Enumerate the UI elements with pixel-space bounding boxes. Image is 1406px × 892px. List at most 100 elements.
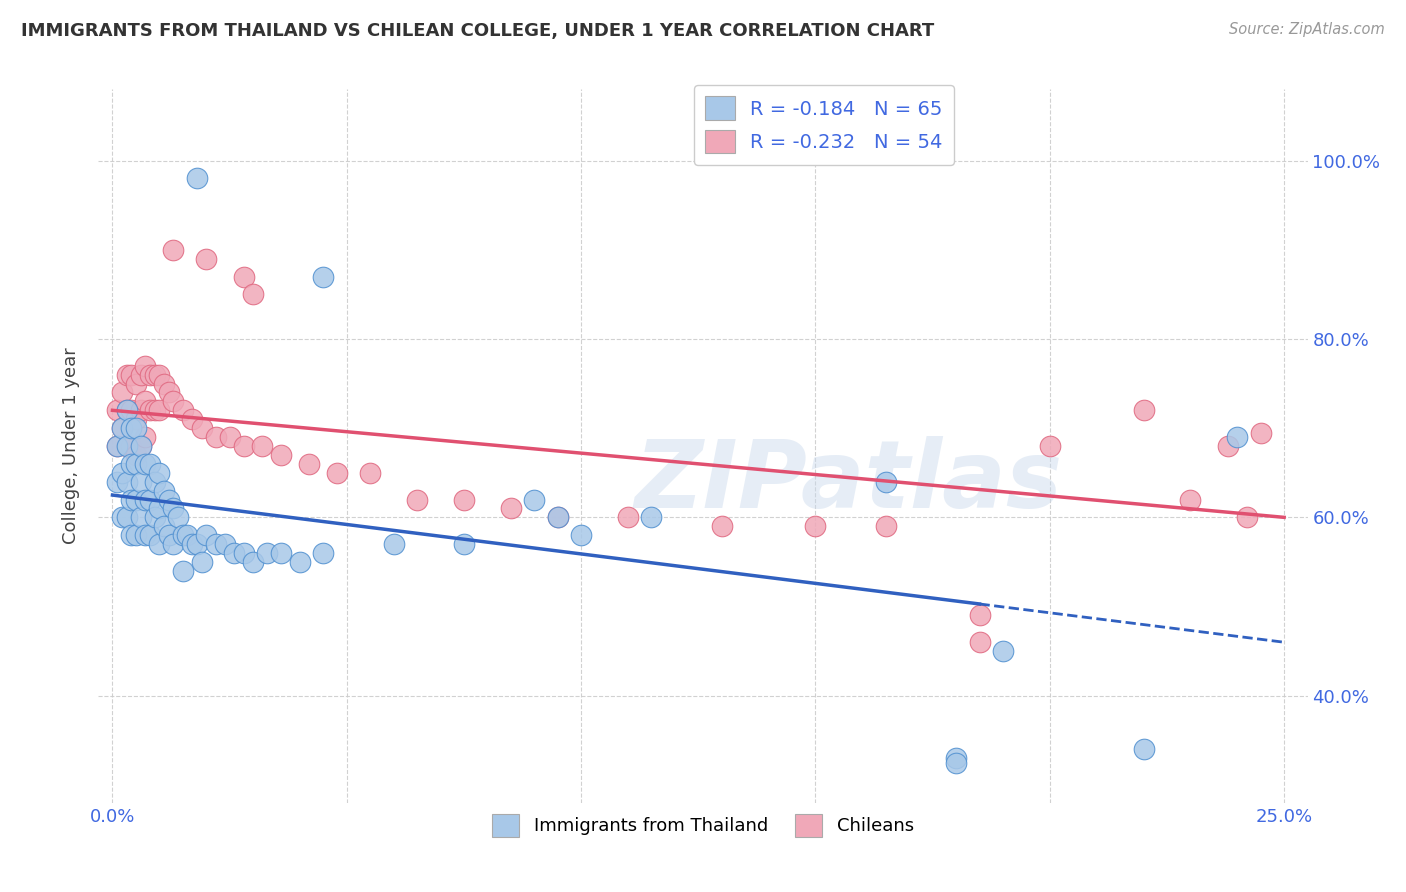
Point (120, 457, 142, 471)
Point (115, 403, 138, 417)
Point (945, 756, 967, 770)
Text: IMMIGRANTS FROM THAILAND VS CHILEAN COLLEGE, UNDER 1 YEAR CORRELATION CHART: IMMIGRANTS FROM THAILAND VS CHILEAN COLL… (21, 22, 935, 40)
Point (172, 403, 194, 417)
Point (115, 403, 138, 417)
Point (129, 510, 152, 524)
Point (157, 528, 180, 542)
Point (1216, 439, 1239, 453)
Point (945, 751, 967, 765)
Point (991, 644, 1014, 658)
Point (139, 403, 162, 417)
Point (129, 368, 152, 382)
Point (547, 510, 569, 524)
Point (453, 537, 475, 551)
Point (569, 528, 592, 542)
Point (120, 492, 142, 507)
Point (153, 483, 176, 498)
Point (115, 439, 138, 453)
Point (111, 421, 134, 435)
Point (232, 269, 254, 284)
Point (326, 466, 349, 480)
Point (148, 466, 170, 480)
Point (167, 510, 190, 524)
Point (139, 368, 162, 382)
Point (1226, 430, 1249, 444)
Point (120, 528, 142, 542)
Point (204, 430, 226, 444)
Point (105, 403, 128, 417)
Point (120, 368, 142, 382)
Point (143, 475, 166, 489)
Point (162, 537, 184, 551)
Point (242, 287, 264, 301)
Point (120, 421, 142, 435)
Point (148, 368, 170, 382)
Point (143, 510, 166, 524)
Point (523, 492, 546, 507)
Point (134, 359, 156, 373)
Point (640, 510, 662, 524)
Point (115, 510, 138, 524)
Point (148, 501, 170, 516)
Point (157, 492, 180, 507)
Point (1039, 439, 1062, 453)
Point (125, 412, 148, 426)
Point (143, 368, 166, 382)
Point (1132, 403, 1154, 417)
Point (129, 439, 152, 453)
Point (875, 519, 897, 533)
Point (111, 421, 134, 435)
Point (406, 492, 429, 507)
Point (181, 537, 204, 551)
Point (148, 537, 170, 551)
Point (969, 608, 991, 623)
Point (148, 403, 170, 417)
Point (125, 448, 148, 462)
Point (143, 403, 166, 417)
Point (129, 403, 152, 417)
Point (125, 457, 148, 471)
Point (1236, 510, 1258, 524)
Point (120, 403, 142, 417)
Point (134, 430, 156, 444)
Point (218, 430, 240, 444)
Point (499, 501, 522, 516)
Point (204, 537, 226, 551)
Point (288, 555, 311, 569)
Point (111, 510, 134, 524)
Point (134, 528, 156, 542)
Point (111, 385, 134, 400)
Point (129, 439, 152, 453)
Legend: Immigrants from Thailand, Chileans: Immigrants from Thailand, Chileans (485, 807, 921, 844)
Point (172, 528, 194, 542)
Point (312, 269, 335, 284)
Point (232, 546, 254, 560)
Point (115, 368, 138, 382)
Point (181, 412, 204, 426)
Point (105, 439, 128, 453)
Point (111, 466, 134, 480)
Point (710, 519, 733, 533)
Point (153, 519, 176, 533)
Point (969, 635, 991, 649)
Point (190, 421, 212, 435)
Point (186, 537, 208, 551)
Point (195, 252, 218, 266)
Point (312, 546, 335, 560)
Text: ZIPatlas: ZIPatlas (634, 435, 1062, 528)
Point (176, 528, 198, 542)
Point (105, 439, 128, 453)
Point (125, 421, 148, 435)
Point (804, 519, 827, 533)
Point (125, 492, 148, 507)
Point (617, 510, 640, 524)
Point (382, 537, 405, 551)
Point (134, 492, 156, 507)
Point (547, 510, 569, 524)
Point (139, 457, 162, 471)
Point (453, 492, 475, 507)
Point (157, 385, 180, 400)
Point (153, 376, 176, 391)
Point (115, 439, 138, 453)
Point (195, 528, 218, 542)
